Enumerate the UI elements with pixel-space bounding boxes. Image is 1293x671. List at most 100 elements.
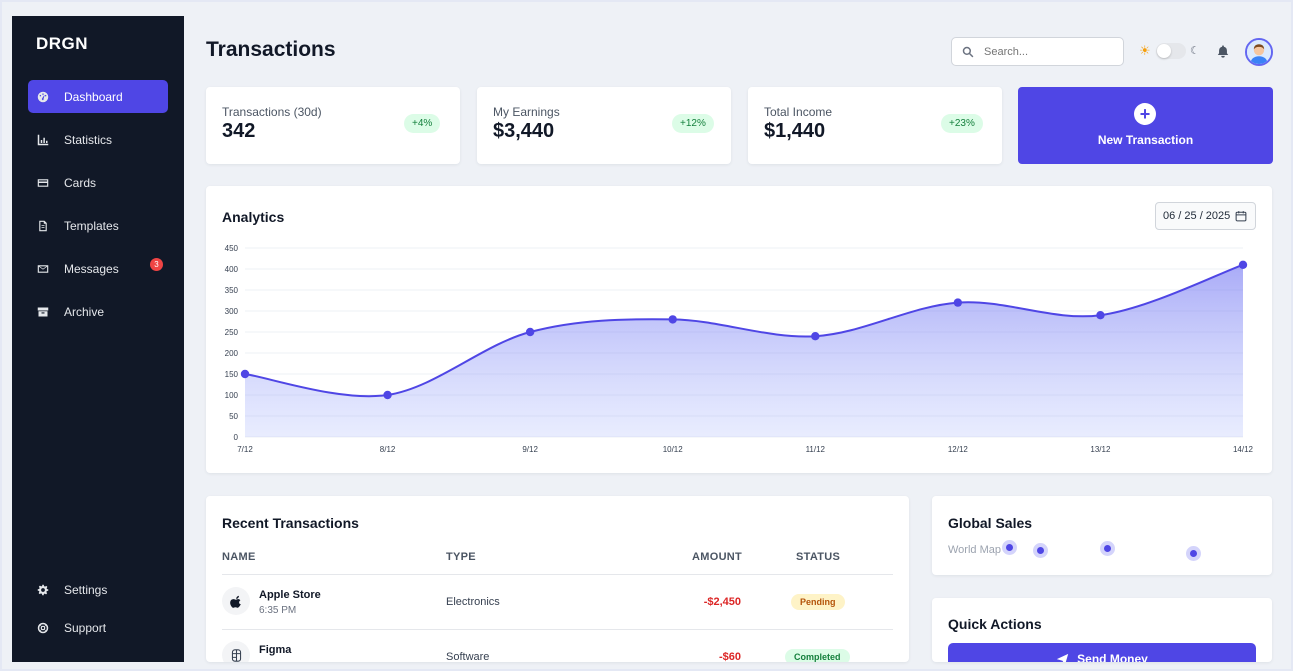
data-point	[811, 332, 820, 341]
y-tick-label: 250	[225, 328, 239, 337]
recent-transactions-card: Recent Transactions NAME TYPE AMOUNT STA…	[206, 496, 909, 662]
plus-icon: +	[1134, 103, 1156, 125]
y-tick-label: 150	[225, 370, 239, 379]
send-money-label: Send Money	[1077, 652, 1148, 662]
map-marker[interactable]	[1100, 541, 1115, 556]
moon-icon: ☾	[1190, 45, 1200, 57]
quick-actions-title: Quick Actions	[948, 616, 1042, 632]
analytics-title: Analytics	[222, 209, 285, 225]
stat-label: My Earnings	[493, 105, 560, 119]
support-icon	[36, 621, 50, 635]
stat-card-earnings: My Earnings $3,440 +12%	[477, 87, 731, 164]
date-value: 06 / 25 / 2025	[1163, 210, 1231, 222]
global-sales-card: Global Sales World Map	[932, 496, 1272, 575]
sidebar-item-templates[interactable]: Templates	[28, 209, 168, 242]
sidebar-item-label: Archive	[64, 304, 105, 319]
y-tick-label: 300	[225, 307, 239, 316]
sidebar-item-archive[interactable]: Archive	[28, 295, 168, 328]
mail-icon	[36, 262, 50, 276]
search-input[interactable]	[984, 45, 1114, 58]
messages-count-badge: 3	[150, 258, 163, 271]
archive-icon	[36, 305, 50, 319]
sidebar-item-label: Cards	[64, 175, 97, 190]
sidebar-item-settings[interactable]: Settings	[28, 573, 168, 606]
app-logo: DRGN	[36, 34, 89, 53]
file-icon	[36, 219, 50, 233]
transaction-type: Electronics	[446, 596, 500, 608]
y-tick-label: 0	[234, 433, 239, 442]
global-sales-title: Global Sales	[948, 515, 1033, 531]
x-tick-label: 10/12	[663, 445, 684, 454]
theme-toggle-knob	[1157, 44, 1171, 58]
data-point	[383, 390, 392, 400]
data-point	[668, 315, 677, 324]
stat-card-transactions: Transactions (30d) 342 +4%	[206, 87, 460, 164]
y-tick-label: 50	[229, 412, 238, 421]
date-picker[interactable]: 06 / 25 / 2025	[1155, 202, 1256, 230]
status-badge: Pending	[791, 594, 845, 610]
avatar[interactable]	[1245, 38, 1273, 66]
page-title: Transactions	[206, 38, 336, 61]
y-tick-label: 450	[225, 244, 239, 253]
transaction-name: Figma	[259, 644, 292, 656]
sidebar-bottom-nav: Settings Support	[28, 573, 168, 649]
search-icon	[962, 46, 974, 57]
world-map-placeholder: World Map	[948, 544, 1001, 556]
x-tick-label: 12/12	[948, 445, 969, 454]
sidebar-item-messages[interactable]: Messages 3	[28, 252, 168, 285]
column-header-status: STATUS	[796, 551, 841, 563]
stat-value: 342	[222, 120, 256, 142]
analytics-area-chart: 0 50 100 150 200 250 300 350 400 450 7/12 8/12 9/12 1…	[225, 244, 1254, 454]
bell-icon[interactable]	[1216, 44, 1230, 58]
theme-toggle[interactable]	[1156, 43, 1186, 59]
data-point	[240, 369, 250, 379]
transaction-name: Apple Store	[259, 589, 321, 601]
y-tick-label: 100	[225, 391, 239, 400]
x-tick-label: 7/12	[237, 445, 253, 454]
quick-actions-card: Quick Actions Send Money	[932, 598, 1272, 662]
x-tick-label: 14/12	[1233, 445, 1254, 454]
stat-delta-badge: +12%	[672, 114, 714, 133]
sidebar-item-statistics[interactable]: Statistics	[28, 123, 168, 156]
sidebar-item-label: Messages	[64, 261, 119, 276]
sidebar-item-label: Statistics	[64, 132, 113, 147]
sidebar-item-label: Settings	[64, 582, 108, 597]
dashboard-icon	[36, 90, 50, 104]
bar-chart-icon	[36, 133, 50, 147]
transaction-type: Software	[446, 651, 490, 662]
y-tick-label: 200	[225, 349, 239, 358]
column-header-amount: AMOUNT	[692, 551, 743, 563]
series-line	[244, 263, 1244, 398]
apple-icon	[222, 587, 250, 615]
sidebar-item-dashboard[interactable]: Dashboard	[28, 80, 168, 113]
map-marker[interactable]	[1186, 546, 1201, 561]
new-transaction-button[interactable]: + New Transaction	[1018, 87, 1273, 164]
data-point	[1096, 311, 1105, 320]
recent-transactions-title: Recent Transactions	[222, 515, 359, 531]
user-avatar-icon	[1247, 40, 1271, 64]
stat-label: Total Income	[764, 105, 833, 119]
y-tick-label: 350	[225, 286, 239, 295]
stat-card-income: Total Income $1,440 +23%	[748, 87, 1002, 164]
sidebar-nav: Dashboard Statistics Cards Templates Mes…	[28, 80, 168, 338]
stat-value: $1,440	[764, 120, 826, 142]
search-box[interactable]	[951, 37, 1124, 66]
credit-card-icon	[36, 176, 50, 190]
send-money-button[interactable]: Send Money	[948, 643, 1256, 662]
data-point	[953, 298, 963, 307]
column-header-type: TYPE	[446, 551, 476, 563]
sidebar-item-support[interactable]: Support	[28, 611, 168, 644]
sidebar-item-cards[interactable]: Cards	[28, 166, 168, 199]
sidebar-item-label: Templates	[64, 218, 119, 233]
transaction-amount: -$2,450	[703, 596, 741, 608]
stat-label: Transactions (30d)	[222, 105, 322, 119]
analytics-card: Analytics 06 / 25 / 2025 0 50 100 150 200 250…	[206, 186, 1272, 473]
data-point	[525, 327, 535, 337]
figma-icon	[222, 641, 250, 662]
map-marker[interactable]	[1033, 543, 1048, 558]
sidebar: DRGN Dashboard Statistics Cards Template…	[12, 16, 184, 662]
gear-icon	[36, 583, 50, 597]
status-badge: Completed	[785, 649, 850, 662]
map-marker[interactable]	[1002, 540, 1017, 555]
